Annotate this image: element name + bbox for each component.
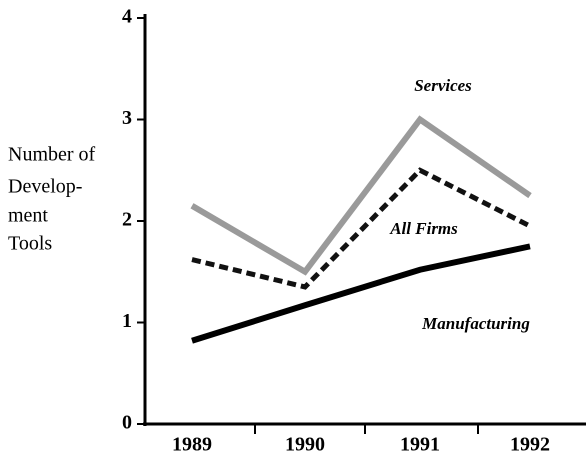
y-tick-label: 4 (122, 6, 132, 28)
y-label-line: Tools (8, 233, 52, 255)
series-line (191, 243, 531, 344)
x-tick-label: 1992 (510, 434, 550, 456)
series-line (190, 115, 532, 276)
y-label-line: Develop- (8, 176, 82, 198)
x-tick-label: 1989 (172, 434, 212, 456)
series-label: Manufacturing (421, 314, 530, 333)
y-tick-label: 2 (122, 209, 132, 231)
x-tick-label: 1990 (285, 434, 325, 456)
y-tick-label: 1 (122, 310, 132, 332)
series-label: Services (414, 76, 472, 95)
y-label-line: ment (8, 205, 48, 227)
series-label: All Firms (389, 219, 458, 238)
y-tick-label: 3 (122, 107, 132, 129)
y-tick-label: 0 (122, 412, 132, 434)
y-axis-label: Number of Develop- ment Tools (8, 144, 96, 255)
x-tick-label: 1991 (400, 434, 440, 456)
y-label-line: Number of (8, 144, 96, 166)
series-line (191, 167, 532, 290)
